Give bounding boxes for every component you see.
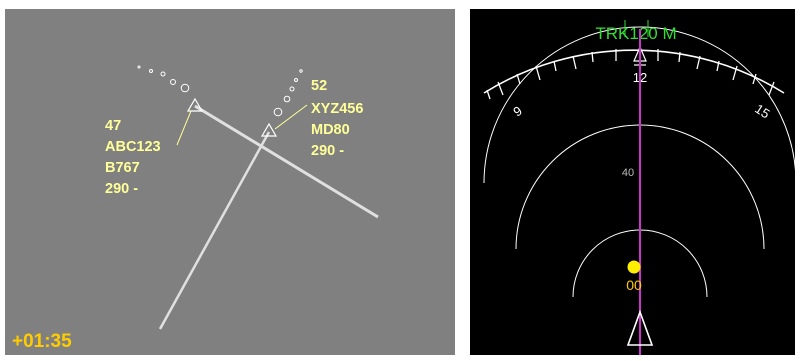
data-block-xyz456[interactable]: 52 XYZ456 MD80 290 -	[311, 78, 363, 159]
range-ring-outer	[483, 26, 795, 184]
leader-line-abc123	[176, 110, 192, 146]
data-block-line: ABC123	[105, 139, 161, 155]
data-block-line: 290 -	[311, 143, 344, 159]
heading-label-9: 9	[510, 103, 524, 120]
data-block-line: 47	[105, 118, 121, 134]
traffic-altitude: 00	[626, 277, 642, 293]
range-label: 40	[622, 167, 634, 179]
data-block-line: 52	[311, 78, 327, 94]
radar-display: 47 ABC123 B767 290 - 52 XYZ456 MD80 290 …	[5, 9, 455, 355]
data-block-abc123[interactable]: 47 ABC123 B767 290 -	[105, 118, 161, 197]
elapsed-timer: +01:35	[12, 331, 72, 352]
aircraft-symbol-xyz456[interactable]	[260, 122, 278, 137]
heading-label-15: 15	[752, 101, 772, 121]
flight-path-abc123	[194, 104, 379, 219]
data-block-line: XYZ456	[311, 101, 363, 117]
flight-path-xyz456	[158, 131, 271, 330]
compass-arc	[483, 49, 785, 94]
data-block-line: MD80	[311, 122, 350, 138]
traffic-symbol-icon[interactable]	[627, 260, 641, 274]
history-trail-xyz456	[273, 69, 303, 117]
compass-ticks	[486, 49, 775, 100]
data-block-line: B767	[105, 160, 140, 176]
history-trail-abc123	[137, 65, 190, 93]
leader-line-xyz456	[274, 104, 308, 130]
data-block-line: 290 -	[105, 181, 138, 197]
aircraft-symbol-abc123[interactable]	[186, 97, 204, 112]
own-aircraft-icon	[626, 309, 654, 346]
track-label: TRK120 M	[595, 24, 676, 43]
navigation-display: 9 12 15 TRK120 M 40 00	[470, 9, 795, 355]
